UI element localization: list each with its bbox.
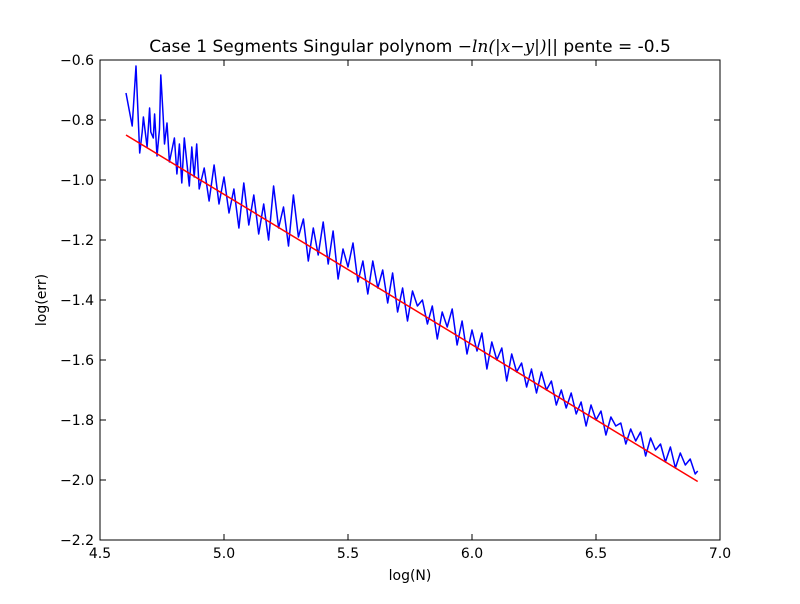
y-tick-label: −1.8 xyxy=(60,413,94,429)
x-tick-label: 5.0 xyxy=(213,546,235,562)
y-tick-label: −2.2 xyxy=(60,533,94,549)
chart-title-suffix: || pente = -0.5 xyxy=(547,37,671,57)
chart-title-math: −ln(|x−y|) xyxy=(458,37,547,57)
chart-title: Case 1 Segments Singular polynom −ln(|x−… xyxy=(149,37,671,57)
x-tick-label: 5.5 xyxy=(337,546,359,562)
x-tick-label: 6.0 xyxy=(461,546,483,562)
y-tick-label: −1.4 xyxy=(60,293,94,309)
y-tick-label: −1.0 xyxy=(60,173,94,189)
slope-reference-line xyxy=(125,134,699,483)
y-tick-label: −1.2 xyxy=(60,233,94,249)
x-tick-label: 6.5 xyxy=(585,546,607,562)
x-tick-label: 7.0 xyxy=(709,546,731,562)
x-axis-label: log(N) xyxy=(389,568,432,584)
y-tick-label: −1.6 xyxy=(60,353,94,369)
x-tick-label: 4.5 xyxy=(89,546,111,562)
y-tick-label: −0.6 xyxy=(60,53,94,69)
y-tick-label: −0.8 xyxy=(60,113,94,129)
chart-title-prefix: Case 1 Segments Singular polynom xyxy=(149,37,458,57)
y-axis-label: log(err) xyxy=(34,274,50,326)
y-tick-label: −2.0 xyxy=(60,473,94,489)
